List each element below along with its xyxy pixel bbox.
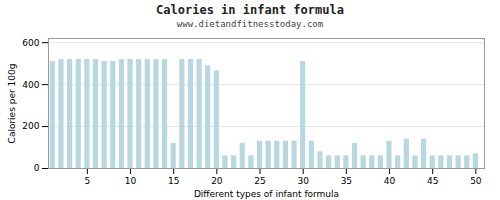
- svg-text:Calories per 100g: Calories per 100g: [7, 64, 17, 144]
- svg-text:45: 45: [427, 176, 438, 186]
- html-text:www.dietandfitnesstoday.com: www.dietandfitnesstoday.com: [176, 19, 324, 29]
- svg-text:5: 5: [84, 176, 90, 186]
- svg-text:600: 600: [22, 38, 39, 48]
- svg-text:200: 200: [22, 121, 39, 131]
- svg-text:20: 20: [211, 176, 223, 186]
- svg-text:15: 15: [168, 176, 179, 186]
- svg-text:35: 35: [341, 176, 352, 186]
- svg-text:400: 400: [22, 80, 39, 90]
- svg-text:30: 30: [297, 176, 309, 186]
- svg-text:40: 40: [384, 176, 396, 186]
- svg-text:Different types of infant form: Different types of infant formula: [194, 189, 339, 199]
- svg-text:10: 10: [125, 176, 137, 186]
- html-text:Calories in infant formula: Calories in infant formula: [156, 3, 344, 17]
- svg-text:25: 25: [254, 176, 265, 186]
- svg-text:50: 50: [470, 176, 482, 186]
- svg-text:0: 0: [34, 163, 40, 173]
